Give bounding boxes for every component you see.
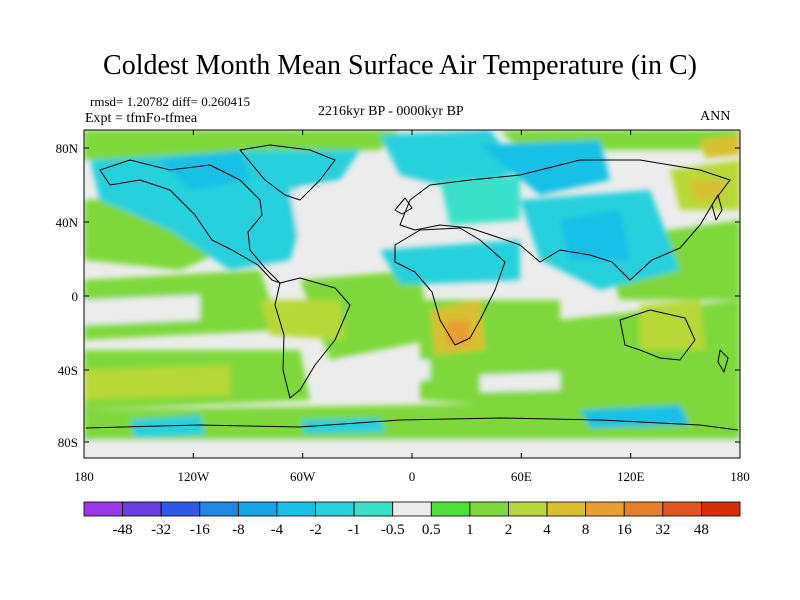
lon-tick-label: 180 xyxy=(730,469,750,484)
colorbar-labels: -48 -32 -16 -8 -4 -2 -1 -0.5 0.5 1 2 4 8 16 32 48 xyxy=(113,522,709,538)
lat-tick-label: 80N xyxy=(56,141,79,156)
lat-tick-label: 40N xyxy=(56,215,79,230)
colorbar-label: -32 xyxy=(151,522,171,538)
axis-ticks xyxy=(83,130,741,458)
colorbar-label: 32 xyxy=(655,522,670,538)
colorbar-label: -4 xyxy=(271,522,284,538)
colorbar-swatch xyxy=(430,501,471,517)
colorbar-swatch xyxy=(701,501,741,517)
colorbar-swatch xyxy=(160,501,201,517)
colorbar-label: -0.5 xyxy=(381,522,405,538)
colorbar-swatch xyxy=(276,501,316,517)
colorbar-swatch xyxy=(546,501,587,517)
lat-tick-label: 80S xyxy=(58,435,78,450)
colorbar-swatch xyxy=(83,501,123,517)
colorbar-swatch xyxy=(585,501,625,517)
colorbar-label: -1 xyxy=(348,522,361,538)
lon-tick-label: 120E xyxy=(617,469,645,484)
colorbar-swatch xyxy=(392,501,432,517)
colorbar-label: 8 xyxy=(582,522,590,538)
colorbar-swatch xyxy=(315,501,355,517)
colorbar-label: 16 xyxy=(617,522,633,538)
plot-title: Coldest Month Mean Surface Air Temperatu… xyxy=(103,50,697,81)
lat-tick-label: 0 xyxy=(72,289,79,304)
temperature-field xyxy=(84,130,740,458)
colorbar-label: 4 xyxy=(543,522,551,538)
season-label: ANN xyxy=(700,109,731,124)
colorbar-label: 2 xyxy=(505,522,513,538)
colorbar-label: -2 xyxy=(309,522,322,538)
colorbar-label: 0.5 xyxy=(422,522,441,538)
colorbar xyxy=(83,501,741,517)
colorbar-label: -48 xyxy=(113,522,133,538)
period-label: 2216kyr BP - 0000kyr BP xyxy=(318,104,464,119)
stats-text: rmsd= 1.20782 diff= 0.260415 xyxy=(90,94,250,109)
colorbar-swatch xyxy=(122,501,162,517)
coastlines xyxy=(85,144,739,431)
lon-tick-label: 180 xyxy=(74,469,94,484)
latitude-labels: 80N 40N 0 40S 80S xyxy=(56,141,79,450)
lat-tick-label: 40S xyxy=(58,363,78,378)
colorbar-swatch xyxy=(662,501,702,517)
lon-tick-label: 120W xyxy=(177,469,210,484)
experiment-label: Expt = tfmFo-tfmea xyxy=(85,111,198,126)
colorbar-label: -16 xyxy=(190,522,210,538)
colorbar-label: 48 xyxy=(694,522,709,538)
colorbar-swatch xyxy=(469,501,509,517)
colorbar-swatch xyxy=(237,501,278,517)
lon-tick-label: 60E xyxy=(511,469,532,484)
colorbar-swatch xyxy=(199,501,239,517)
colorbar-label: -8 xyxy=(232,522,245,538)
lon-tick-label: 60W xyxy=(290,469,316,484)
longitude-labels: 180 120W 60W 0 60E 120E 180 xyxy=(74,469,750,484)
colorbar-swatch xyxy=(623,501,664,517)
colorbar-swatch xyxy=(508,501,548,517)
colorbar-label: 1 xyxy=(466,522,474,538)
lon-tick-label: 0 xyxy=(409,469,416,484)
colorbar-swatch xyxy=(353,501,394,517)
